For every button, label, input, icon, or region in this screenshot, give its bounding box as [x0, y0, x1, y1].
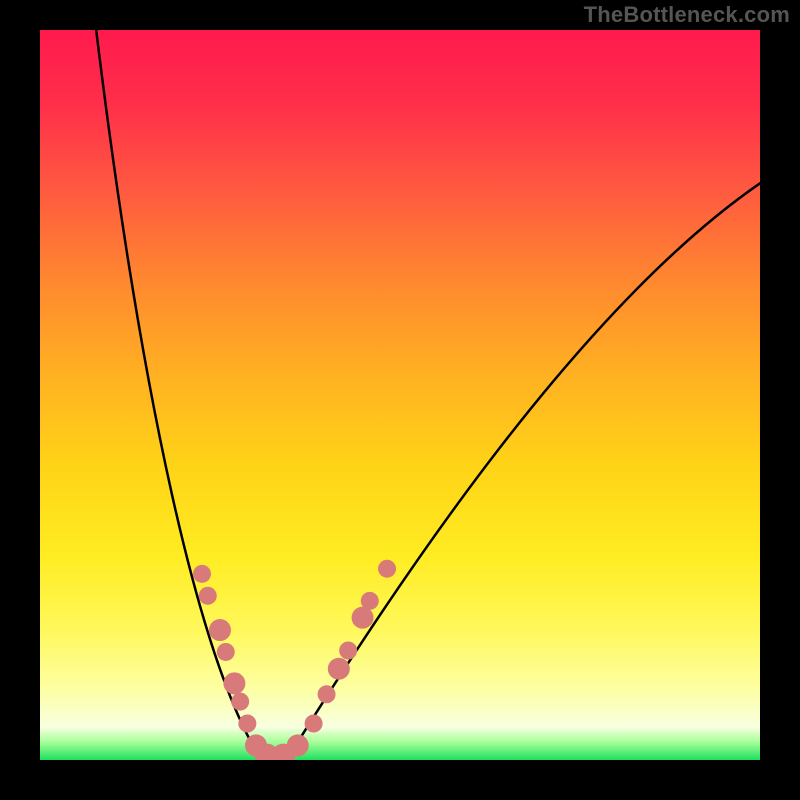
watermark-text: TheBottleneck.com [584, 2, 790, 28]
plot-area [40, 30, 760, 760]
heatmap-gradient-background [40, 30, 760, 760]
chart-container: TheBottleneck.com [0, 0, 800, 800]
